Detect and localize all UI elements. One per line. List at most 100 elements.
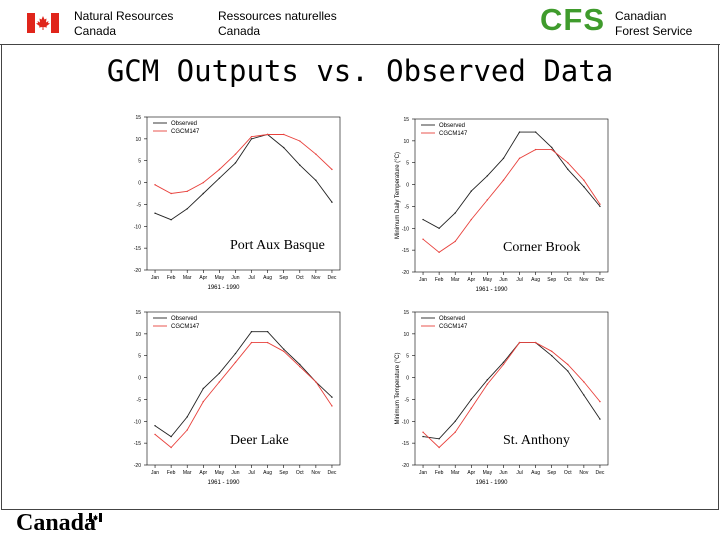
data-point-cgcm147	[583, 179, 585, 181]
x-tick-label: Jun	[231, 275, 239, 281]
data-point-observed	[250, 330, 253, 333]
x-tick-label: Dec	[596, 277, 605, 283]
x-tick-label: Jan	[419, 277, 427, 283]
data-point-observed	[599, 205, 601, 208]
series-line-observed	[422, 342, 601, 440]
station-label: St. Anthony	[503, 433, 570, 448]
cfs-logo: CFS	[540, 2, 605, 37]
data-point-cgcm147	[331, 168, 333, 171]
data-point-observed	[470, 190, 472, 192]
y-tick-label: 5	[138, 354, 141, 360]
org-fr-line1: Ressources naturelles	[218, 9, 337, 23]
data-point-observed	[567, 370, 569, 372]
data-point-observed	[154, 424, 156, 427]
org-fr-line2: Canada	[218, 24, 261, 38]
org-en-line2: Canada	[74, 24, 117, 38]
x-tick-label: Aug	[531, 277, 540, 283]
data-point-cgcm147	[154, 184, 156, 186]
y-tick-label: -15	[134, 246, 141, 252]
y-tick-label: 0	[406, 183, 409, 189]
data-point-cgcm147	[234, 153, 237, 155]
data-point-observed	[250, 138, 253, 140]
station-label: Port Aux Basque	[230, 238, 325, 253]
y-tick-label: 10	[135, 137, 141, 143]
data-point-cgcm147	[534, 341, 537, 344]
x-tick-label: May	[215, 470, 225, 476]
data-point-cgcm147	[299, 140, 301, 142]
x-tick-label: Mar	[183, 470, 192, 476]
x-axis-label: 1961 - 1990	[475, 480, 508, 486]
x-tick-label: May	[483, 470, 493, 476]
data-point-cgcm147	[315, 381, 317, 383]
x-tick-label: Dec	[328, 470, 337, 476]
department-name-french: Ressources naturelles Canada	[218, 9, 337, 39]
legend-entry: Observed	[171, 121, 197, 127]
data-point-observed	[502, 157, 505, 160]
data-point-observed	[202, 387, 204, 390]
legend: Observed CGCM147	[421, 123, 468, 137]
x-tick-label: Jul	[516, 277, 522, 283]
data-point-observed	[266, 330, 269, 333]
y-tick-label: 10	[403, 332, 409, 338]
data-point-cgcm147	[486, 383, 489, 385]
x-tick-label: Jun	[499, 470, 507, 476]
x-tick-label: Apr	[199, 275, 207, 281]
canada-wordmark-flag-icon	[89, 513, 102, 522]
data-point-cgcm147	[202, 181, 204, 184]
chart-deer-lake: -20 -15 -10 -5 0 5 10 15 Jan Feb Mar Apr May Jun Jul Au…	[134, 310, 341, 486]
y-axis-label: Minimum Temperature (°C)	[395, 353, 401, 425]
x-tick-label: Oct	[296, 470, 304, 476]
data-point-cgcm147	[154, 433, 156, 436]
legend-entry: Observed	[439, 316, 465, 322]
x-tick-label: Apr	[199, 470, 207, 476]
data-point-observed	[186, 208, 188, 210]
x-tick-label: May	[215, 275, 225, 281]
data-point-observed	[454, 420, 456, 422]
data-point-observed	[583, 186, 585, 188]
data-point-observed	[234, 162, 237, 164]
data-point-observed	[567, 168, 569, 170]
data-point-cgcm147	[283, 350, 285, 353]
data-point-observed	[438, 438, 440, 440]
data-point-cgcm147	[454, 431, 456, 433]
x-tick-label: Mar	[183, 275, 192, 281]
data-point-cgcm147	[470, 218, 472, 221]
data-point-observed	[218, 372, 221, 374]
data-point-cgcm147	[218, 168, 221, 171]
data-point-observed	[283, 146, 285, 149]
data-point-cgcm147	[599, 400, 601, 403]
y-tick-label: 5	[138, 159, 141, 165]
x-tick-label: Aug	[263, 275, 272, 281]
y-tick-label: 15	[135, 310, 141, 316]
x-tick-label: Feb	[435, 277, 444, 283]
chart-corner-brook: -20 -15 -10 -5 0 5 10 15 Jan Feb Mar Apr May Jun Jul Au…	[395, 117, 609, 293]
data-point-observed	[170, 435, 172, 438]
slide-frame	[1, 44, 719, 510]
legend-entry: CGCM147	[439, 324, 468, 330]
y-tick-label: -20	[134, 268, 141, 274]
data-point-cgcm147	[202, 400, 204, 403]
data-point-observed	[486, 379, 489, 381]
x-tick-label: Oct	[564, 277, 572, 283]
data-point-cgcm147	[470, 407, 472, 409]
data-point-cgcm147	[502, 179, 505, 181]
data-point-cgcm147	[567, 162, 569, 164]
header-divider	[0, 44, 720, 45]
x-tick-label: Mar	[451, 277, 460, 283]
data-point-cgcm147	[186, 429, 188, 431]
data-point-observed	[486, 175, 489, 177]
plot-area	[146, 311, 341, 466]
y-tick-label: -5	[137, 397, 142, 403]
chart-st-anthony: -20 -15 -10 -5 0 5 10 15 Jan Feb Mar Apr May Jun Jul Au…	[395, 310, 609, 486]
data-point-observed	[234, 352, 237, 355]
series-line-cgcm147	[422, 149, 601, 253]
data-point-observed	[422, 218, 424, 221]
legend-entry: CGCM147	[439, 131, 468, 137]
x-tick-label: Sep	[279, 275, 288, 281]
y-tick-label: 0	[138, 181, 141, 187]
x-tick-label: Jan	[419, 470, 427, 476]
data-point-cgcm147	[250, 135, 253, 138]
y-tick-label: -20	[134, 463, 141, 469]
data-point-cgcm147	[218, 381, 221, 383]
y-tick-label: 15	[403, 117, 409, 123]
